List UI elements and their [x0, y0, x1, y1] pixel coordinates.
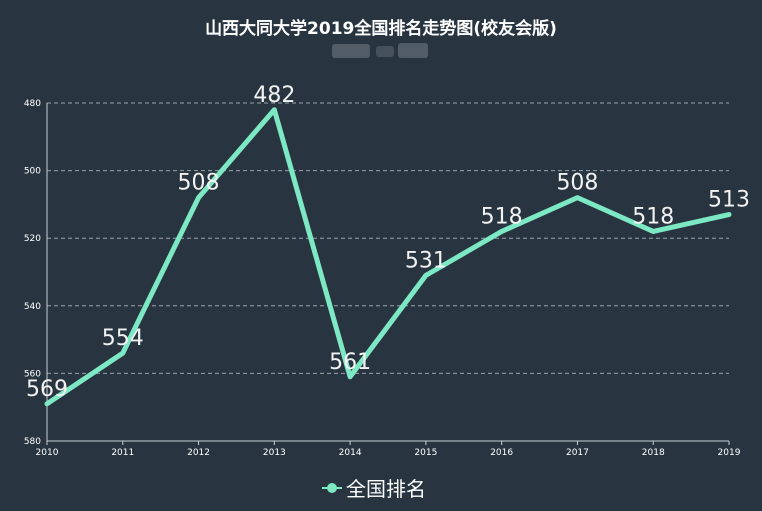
x-tick-label: 2010: [36, 448, 59, 458]
data-label: 518: [481, 204, 523, 229]
data-label: 561: [329, 350, 371, 375]
data-point[interactable]: [120, 351, 125, 356]
series-layer: [44, 107, 732, 407]
data-label: 531: [405, 248, 447, 273]
data-point[interactable]: [45, 401, 49, 406]
data-point[interactable]: [196, 195, 201, 200]
data-point[interactable]: [575, 195, 580, 200]
y-tick-label: 560: [24, 369, 41, 379]
series-line: [44, 107, 732, 407]
x-tick-label: 2013: [263, 448, 286, 458]
y-tick-label: 480: [24, 99, 41, 109]
chart-title: 山西大同大学2019全国排名走势图(校友会版): [205, 18, 557, 39]
data-label: 569: [26, 377, 68, 402]
data-label: 513: [708, 188, 750, 213]
x-tick-label: 2015: [414, 448, 437, 458]
data-label: 482: [253, 83, 295, 108]
data-label: 518: [632, 204, 674, 229]
data-label: 508: [556, 171, 598, 196]
data-labels: 569 554 508 482 561 531 518 508 518 513: [26, 83, 750, 402]
legend-label: 全国排名: [346, 477, 426, 501]
data-label: 508: [178, 171, 220, 196]
legend[interactable]: 全国排名: [322, 477, 426, 501]
legend-marker: [327, 483, 337, 493]
data-label: 554: [102, 326, 144, 351]
x-tick-label: 2018: [642, 448, 665, 458]
data-point[interactable]: [272, 107, 277, 112]
x-tick-label: 2019: [718, 448, 741, 458]
data-point[interactable]: [348, 374, 353, 379]
x-tick-label: 2012: [187, 448, 210, 458]
data-point[interactable]: [727, 212, 731, 217]
x-tick-label: 2016: [490, 448, 513, 458]
watermark: [332, 43, 428, 58]
data-point[interactable]: [651, 229, 656, 234]
x-tick-label: 2011: [111, 448, 134, 458]
y-tick-label: 540: [24, 302, 41, 312]
y-tick-label: 500: [24, 167, 41, 177]
y-tick-label: 580: [24, 437, 41, 447]
data-point[interactable]: [423, 273, 428, 278]
x-tick-label: 2014: [339, 448, 362, 458]
data-point[interactable]: [499, 229, 504, 234]
grid-lines: [47, 102, 729, 374]
x-tick-label: 2017: [566, 448, 589, 458]
y-tick-label: 520: [24, 234, 41, 244]
